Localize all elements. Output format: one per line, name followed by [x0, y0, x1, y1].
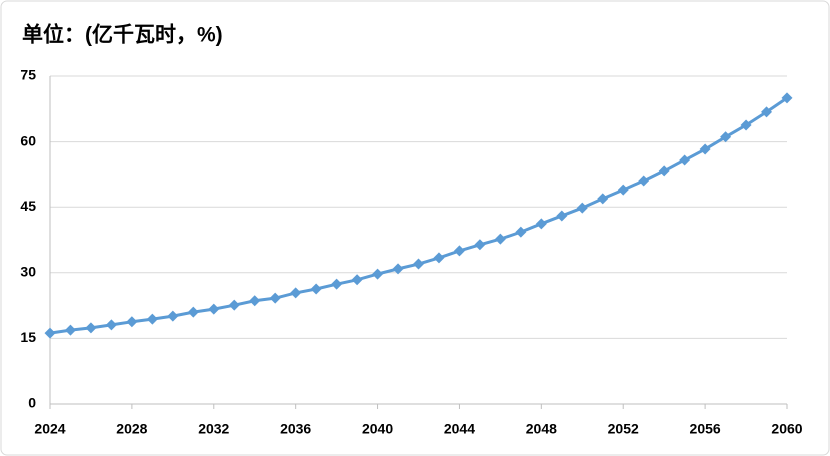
data-point [433, 252, 445, 264]
y-tick-label: 60 [20, 132, 36, 148]
data-point [105, 319, 117, 331]
data-point [515, 226, 527, 238]
y-tick-label: 30 [20, 264, 36, 280]
data-point [740, 119, 752, 131]
data-point [781, 92, 793, 104]
data-point [208, 303, 220, 315]
data-point [228, 299, 240, 311]
data-point [556, 210, 568, 222]
data-point [85, 322, 97, 334]
x-tick-label: 2048 [526, 421, 557, 437]
x-tick-label: 2040 [362, 421, 393, 437]
data-point [372, 268, 384, 280]
y-tick-label: 0 [28, 395, 36, 411]
data-point [64, 324, 76, 336]
x-tick-label: 2056 [690, 421, 721, 437]
data-point [494, 233, 506, 245]
data-point [392, 263, 404, 275]
data-point [290, 287, 302, 299]
data-point [597, 193, 609, 205]
data-point [167, 310, 179, 322]
data-point [351, 274, 363, 286]
data-point [720, 131, 732, 143]
data-point [269, 292, 281, 304]
x-tick-label: 2024 [34, 421, 65, 437]
data-point [617, 184, 629, 196]
data-point [679, 154, 691, 166]
x-tick-label: 2052 [608, 421, 639, 437]
y-tick-label: 75 [20, 67, 36, 83]
x-tick-label: 2032 [198, 421, 229, 437]
data-point [658, 165, 670, 177]
data-point [453, 245, 465, 257]
data-point [249, 295, 261, 307]
data-point [474, 239, 486, 251]
x-tick-label: 2036 [280, 421, 311, 437]
data-point [638, 175, 650, 187]
data-point [761, 106, 773, 118]
data-point [535, 218, 547, 230]
data-point [126, 316, 138, 328]
data-point [699, 143, 711, 155]
x-tick-label: 2028 [116, 421, 147, 437]
data-point [44, 327, 56, 339]
data-point [413, 258, 424, 270]
data-point [187, 306, 199, 318]
data-point [310, 283, 322, 295]
x-tick-label: 2060 [771, 421, 802, 437]
chart-title: 单位：(亿千瓦时，%) [22, 23, 223, 47]
x-tick-label: 2044 [444, 421, 475, 437]
data-point [146, 313, 158, 325]
data-point [576, 202, 588, 214]
data-point [331, 278, 343, 290]
y-tick-label: 15 [20, 329, 36, 345]
y-tick-label: 45 [20, 198, 36, 214]
